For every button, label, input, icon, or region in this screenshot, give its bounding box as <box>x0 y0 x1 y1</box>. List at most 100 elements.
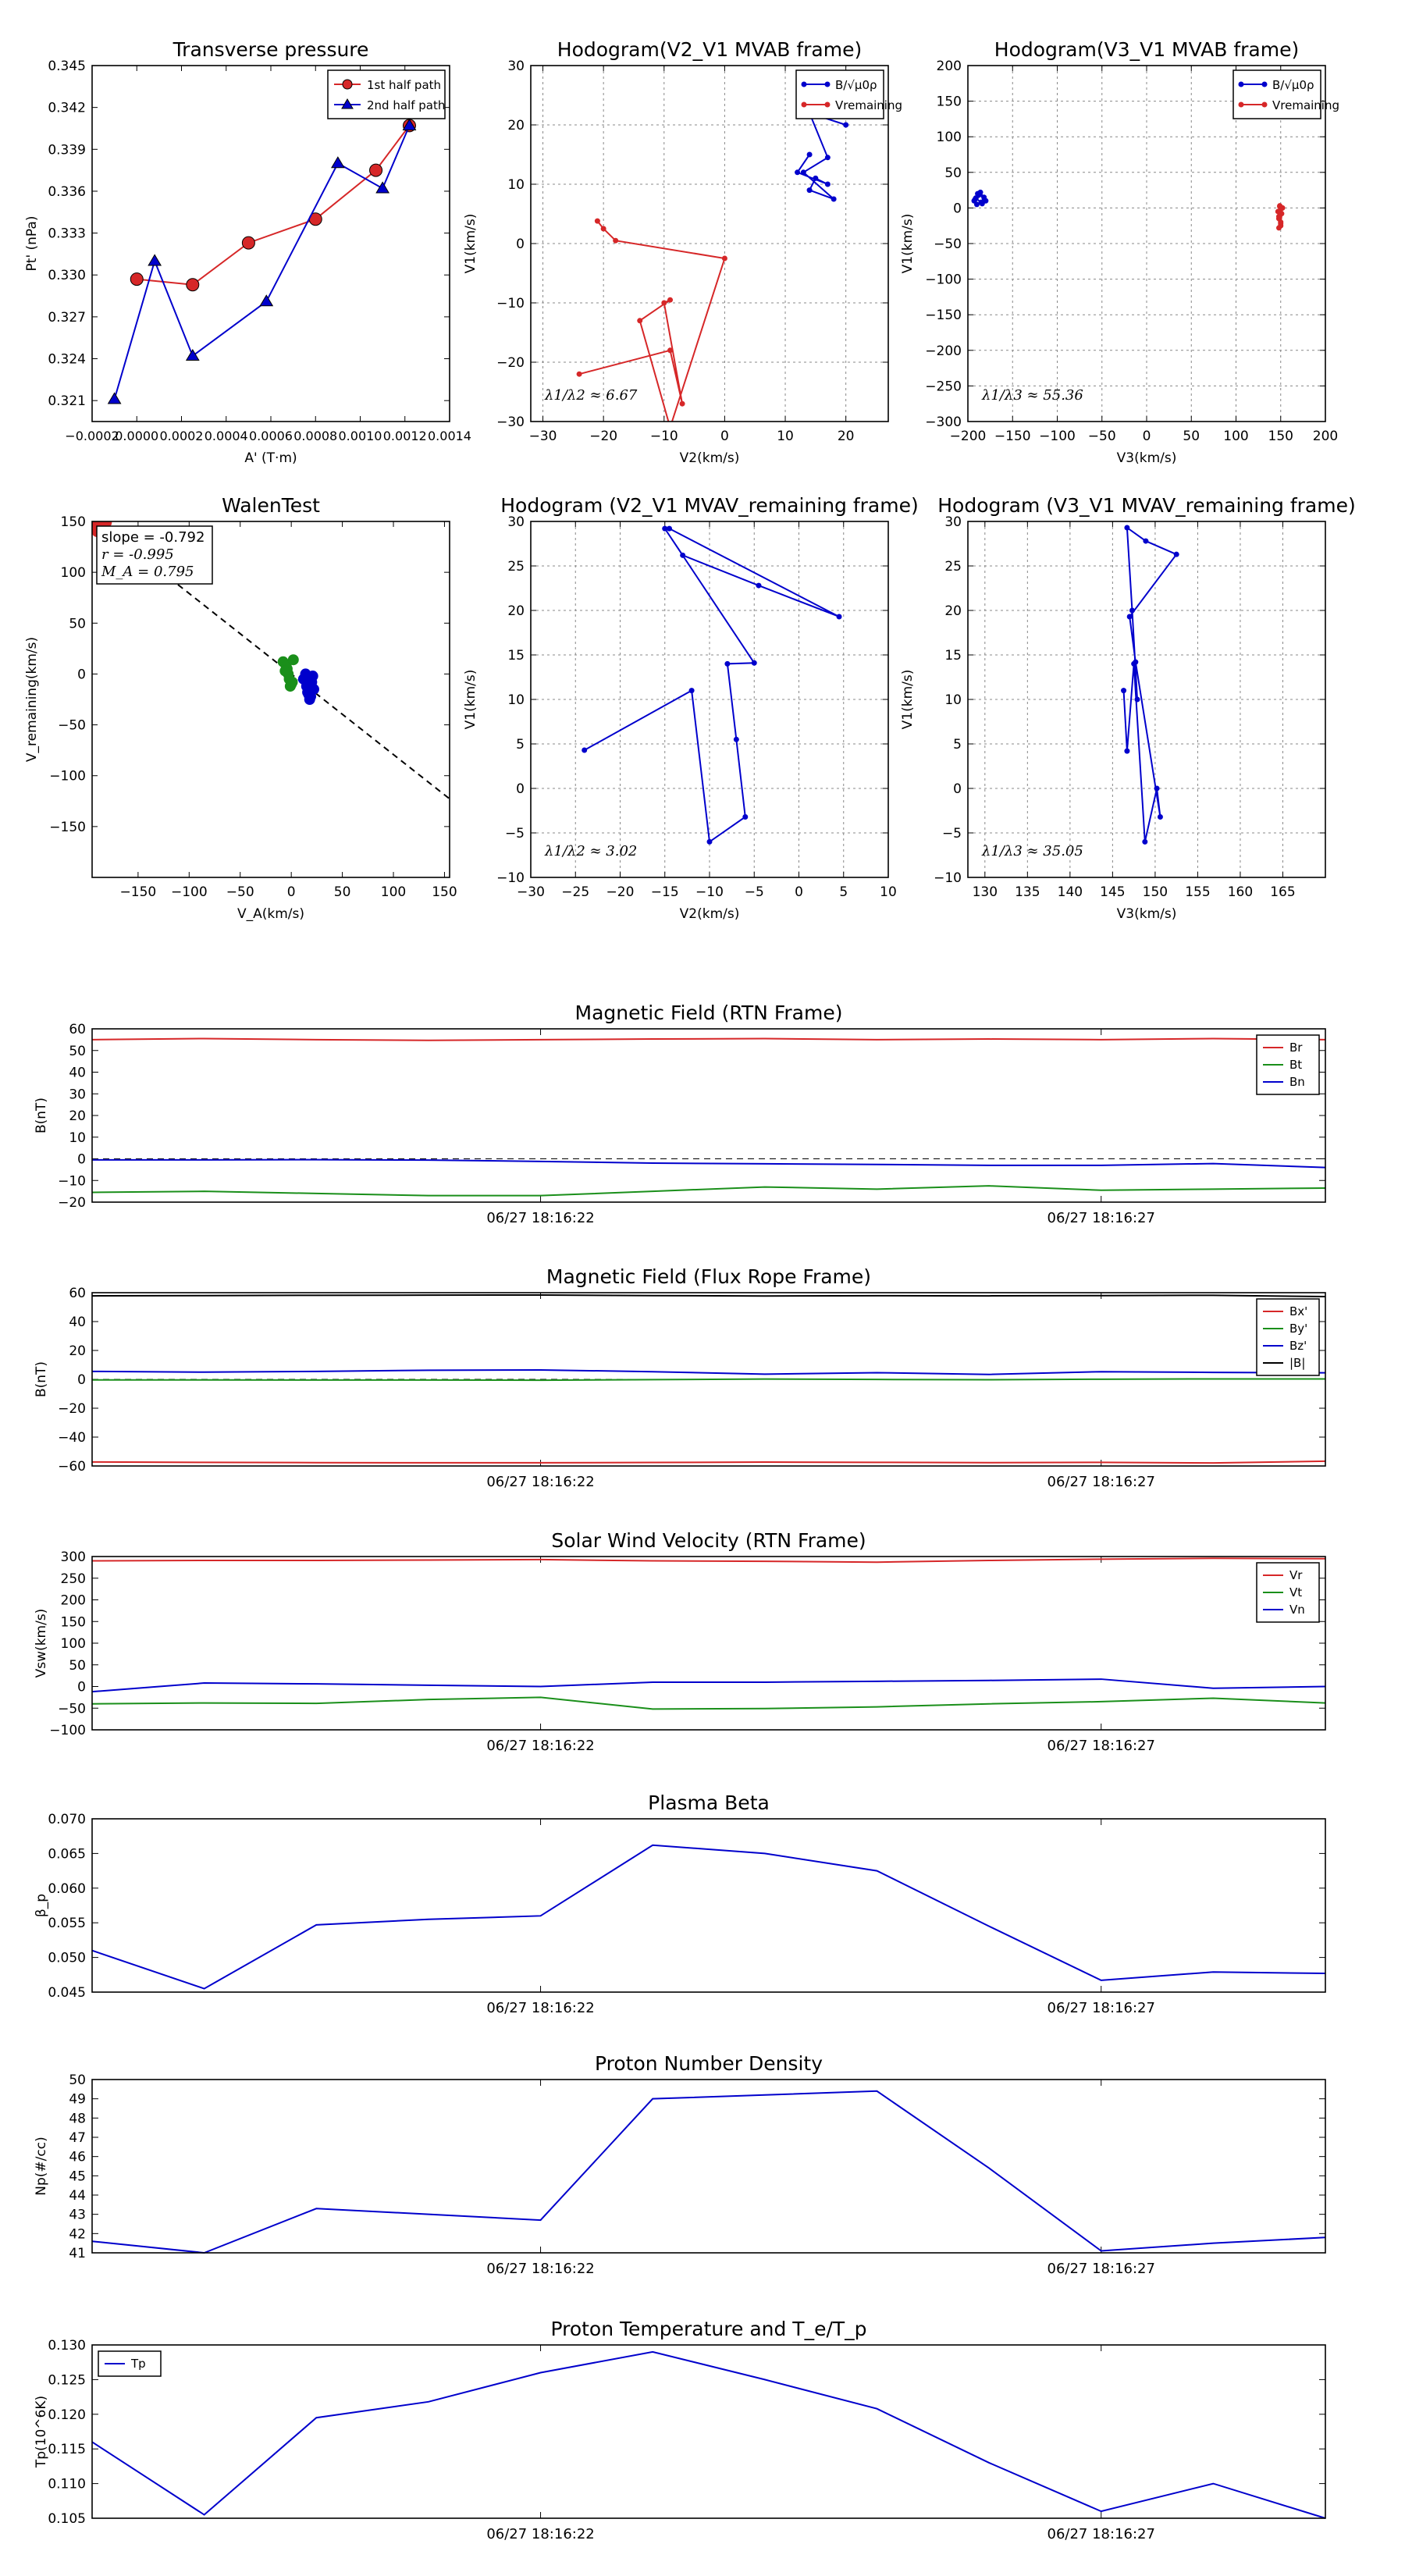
tp-legend-frame <box>327 69 446 119</box>
h3-data-point <box>706 838 713 845</box>
h4-data-point <box>1124 748 1130 754</box>
np-ytick-label: 43 <box>69 2208 86 2223</box>
tp_temp-legend: Tp <box>98 2350 162 2377</box>
h2-ytick-label: −50 <box>934 237 962 252</box>
tp-xtick-label: 0.0004 <box>205 429 248 443</box>
np-title: Proton Number Density <box>595 2052 823 2075</box>
h3-ytick-label: 0 <box>516 781 525 797</box>
h2-legend-marker <box>1238 81 1244 87</box>
walen-xtick-label: 0 <box>287 884 296 900</box>
walen-ylabel: V_remaining(km/s) <box>24 637 40 762</box>
np-ytick-label: 50 <box>69 2073 86 2088</box>
beta-xtick-label: 06/27 18:16:27 <box>1048 2000 1155 2016</box>
h2-annotation: λ1/λ3 ≈ 55.36 <box>981 387 1083 404</box>
np-ytick-label: 49 <box>69 2092 86 2108</box>
h2-title: Hodogram(V3_V1 MVAB frame) <box>994 38 1299 61</box>
mag_fr-ytick-label: 40 <box>69 1315 86 1330</box>
h1-data-point <box>824 181 831 187</box>
h4-data-point <box>1124 525 1130 531</box>
h2-legend-marker <box>1261 101 1268 108</box>
h3-ytick-label: 5 <box>516 737 525 753</box>
tp_temp-ytick-label: 0.120 <box>48 2407 86 2423</box>
h4-xtick-label: 135 <box>1015 884 1040 900</box>
h4-ytick-label: 10 <box>944 692 962 708</box>
h1-ytick-label: −30 <box>496 415 525 430</box>
h3-xtick-label: 10 <box>880 884 897 900</box>
h4-xtick-label: 160 <box>1228 884 1253 900</box>
walen-data-point <box>307 671 318 682</box>
mag_fr-legend-frame <box>1256 1298 1320 1376</box>
np-ytick-label: 41 <box>69 2246 86 2261</box>
h1-ytick-label: 0 <box>516 237 525 252</box>
h1-data-point <box>800 169 806 176</box>
h2-series-1 <box>1275 203 1286 231</box>
h3-chart: −30 −25 −20 −15 −10 −5 0 5 10 −10 −5 0 5 10 15 20 25 30 V2… <box>463 494 919 922</box>
h3-data-point <box>742 813 749 820</box>
mag_rtn-legend: Br Bt Bn <box>1256 1034 1320 1095</box>
h3-annotation: λ1/λ2 ≈ 3.02 <box>544 843 637 859</box>
np-xtick-label: 06/27 18:16:22 <box>486 2261 594 2277</box>
h2-ytick-label: 150 <box>937 94 962 110</box>
h2-ytick-label: −100 <box>925 272 962 288</box>
mag_fr-ytick-label: 20 <box>69 1343 86 1359</box>
h3-xtick-label: −5 <box>745 884 764 900</box>
mag_rtn-plot-frame <box>91 1028 1326 1203</box>
mag_rtn-xtick-label: 06/27 18:16:27 <box>1048 1210 1155 1226</box>
tp_temp-series-0 <box>91 2350 1326 2519</box>
tp-ytick-label: 0.321 <box>48 393 86 409</box>
h3-xtick-label: 5 <box>839 884 848 900</box>
h1-data-point <box>679 400 685 407</box>
mag_rtn-ytick-label: −20 <box>58 1195 86 1211</box>
h3-plot-frame <box>530 521 889 878</box>
h3-xtick-label: −10 <box>695 884 724 900</box>
h2-legend-label: B/√μ0ρ <box>1272 78 1314 92</box>
tp-ytick-label: 0.327 <box>48 310 86 326</box>
vsw-ytick-label: 0 <box>77 1680 86 1695</box>
tp-xtick-label: 0.0006 <box>249 429 293 443</box>
h3-ytick-label: 30 <box>507 514 525 530</box>
h3-xtick-label: −20 <box>606 884 635 900</box>
h1-data-point <box>795 169 801 176</box>
vsw-series-0 <box>91 1557 1326 1564</box>
h1-data-point <box>613 237 619 244</box>
h3-ytick-label: 15 <box>507 648 525 664</box>
mag_fr-series-1 <box>92 1378 1325 1382</box>
mag_rtn-series-2 <box>92 1158 1326 1169</box>
h1-data-point <box>667 297 674 303</box>
vsw-chart: −100 −50 0 50 100 150 200 250 300 06/27 18:16:22 0… <box>34 1529 1326 1754</box>
tp_temp-ytick-label: 0.125 <box>48 2372 86 2388</box>
tp-data-point <box>107 392 122 404</box>
mag_fr-series-3 <box>91 1293 1326 1297</box>
h4-xtick-label: 150 <box>1143 884 1168 900</box>
h3-data-point <box>688 688 695 694</box>
walen-ytick-label: 50 <box>69 616 86 632</box>
h4-data-point <box>1121 688 1127 694</box>
beta-xtick-label: 06/27 18:16:22 <box>486 2000 594 2016</box>
h4-plot-frame <box>967 521 1326 878</box>
walen-data-point <box>305 691 317 703</box>
beta-ytick-label: 0.060 <box>48 1881 86 1897</box>
mag_rtn-legend-label: Bn <box>1289 1075 1305 1089</box>
tp_temp-chart: 0.105 0.110 0.115 0.120 0.125 0.130 06/27 18:1… <box>34 2318 1326 2542</box>
walen-series-1 <box>277 654 299 692</box>
tp-xtick-label: 0.0010 <box>339 429 382 443</box>
h4-data-point <box>1143 538 1149 544</box>
tp_temp-plot-frame <box>91 2344 1326 2519</box>
tp-ytick-label: 0.342 <box>48 101 86 116</box>
h1-xtick-label: −20 <box>589 429 617 444</box>
h4-title: Hodogram (V3_V1 MVAV_remaining frame) <box>937 494 1356 517</box>
h3-data-point <box>836 614 842 620</box>
h4-data-point <box>1126 614 1133 620</box>
h2-xtick-label: −150 <box>994 429 1031 444</box>
h1-data-point <box>831 196 837 202</box>
h4-data-point <box>1129 607 1135 614</box>
walen-annotation-line: r = -0.995 <box>101 546 174 563</box>
h1-legend: B/√μ0ρ Vremaining <box>795 69 902 119</box>
h2-series-0 <box>971 189 989 208</box>
mag_rtn-ytick-label: 10 <box>69 1130 86 1146</box>
h3-ytick-label: 25 <box>507 559 525 575</box>
h2-data-point <box>1277 203 1283 209</box>
walen-annotation-line: M_A = 0.795 <box>101 564 194 580</box>
h1-data-point <box>813 175 819 181</box>
